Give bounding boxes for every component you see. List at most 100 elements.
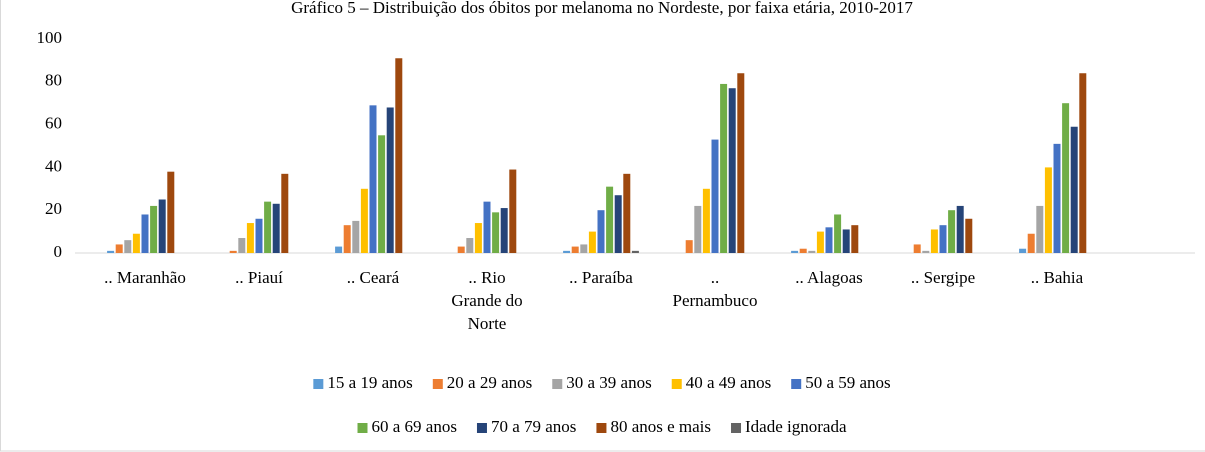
- legend-label: Idade ignorada: [745, 417, 847, 436]
- bar: [808, 250, 816, 253]
- y-tick-label: 80: [45, 71, 62, 90]
- bar: [614, 195, 622, 253]
- legend-swatch: [671, 379, 682, 389]
- bar: [500, 208, 508, 253]
- bar: [281, 173, 289, 253]
- bar: [588, 231, 596, 253]
- x-tick-label: .. Alagoas: [795, 268, 863, 287]
- bar: [851, 225, 859, 253]
- bar: [702, 188, 710, 253]
- bar: [229, 250, 237, 253]
- bar: [1044, 167, 1052, 253]
- bar: [563, 250, 571, 253]
- y-tick-label: 40: [45, 156, 62, 175]
- bar: [369, 105, 377, 253]
- legend-swatch: [432, 379, 443, 389]
- bar: [167, 171, 175, 253]
- legend-label: 20 a 29 anos: [447, 373, 532, 392]
- bar: [1079, 73, 1087, 254]
- bar: [956, 205, 964, 253]
- bar: [1062, 103, 1070, 253]
- bar: [631, 250, 639, 253]
- bar: [580, 244, 588, 253]
- y-tick-label: 0: [54, 242, 63, 261]
- bar: [335, 246, 343, 253]
- bar: [842, 229, 850, 253]
- bar: [913, 244, 921, 253]
- bar: [238, 238, 246, 253]
- bar: [343, 225, 351, 253]
- bar: [1019, 248, 1027, 253]
- bar: [939, 225, 947, 253]
- bar: [1027, 233, 1035, 253]
- x-tick-label: .. Sergipe: [911, 268, 975, 287]
- x-tick-label: .. Ceará: [347, 268, 400, 287]
- chart-title: Gráfico 5 – Distribuição dos óbitos por …: [291, 0, 913, 17]
- y-tick-label: 100: [37, 28, 63, 47]
- bar: [965, 218, 973, 253]
- legend-swatch: [596, 423, 607, 433]
- bar: [474, 223, 482, 253]
- bar: [115, 244, 123, 253]
- bar: [386, 107, 394, 253]
- bar: [1070, 126, 1078, 253]
- bar: [571, 246, 579, 253]
- x-tick-label: .. Rio Grande do Norte: [451, 268, 522, 333]
- bar: [791, 250, 799, 253]
- bar: [255, 218, 263, 253]
- bar: [1036, 205, 1044, 253]
- bar: [825, 227, 833, 253]
- bar: [711, 139, 719, 253]
- y-tick-label: 60: [45, 114, 62, 133]
- bar: [606, 186, 614, 253]
- legend-label: 30 a 39 anos: [566, 373, 651, 392]
- bar: [272, 203, 280, 253]
- bar: [799, 248, 807, 253]
- bar: [930, 229, 938, 253]
- x-tick-label: .. Bahia: [1031, 268, 1084, 287]
- legend-swatch: [552, 379, 563, 389]
- legend-label: 15 a 19 anos: [327, 373, 412, 392]
- bar: [694, 205, 702, 253]
- bar: [246, 223, 254, 253]
- bar: [834, 214, 842, 253]
- legend-label: 60 a 69 anos: [372, 417, 457, 436]
- bar: [352, 220, 360, 253]
- x-tick-label: .. Paraíba: [569, 268, 633, 287]
- legend-swatch: [313, 379, 324, 389]
- bar: [685, 240, 693, 253]
- legend-swatch: [476, 423, 487, 433]
- legend-label: 70 a 79 anos: [491, 417, 576, 436]
- bar: [457, 246, 465, 253]
- y-tick-label: 20: [45, 199, 62, 218]
- x-tick-label: .. Piauí: [235, 268, 283, 287]
- legend-label: 40 a 49 anos: [686, 373, 771, 392]
- bar: [158, 199, 166, 253]
- bar: [395, 58, 403, 254]
- bar: [948, 210, 956, 253]
- bar: [107, 250, 115, 253]
- bar: [623, 173, 631, 253]
- x-tick-label: .. Maranhão: [104, 268, 186, 287]
- bar: [509, 169, 517, 253]
- legend-label: 50 a 59 anos: [805, 373, 890, 392]
- bar: [597, 210, 605, 253]
- bar: [483, 201, 491, 253]
- bar: [728, 88, 736, 253]
- x-tick-label: .. Pernambuco: [673, 268, 758, 310]
- bar: [816, 231, 824, 253]
- bar: [132, 233, 140, 253]
- bar: [922, 250, 930, 253]
- bar: [378, 135, 386, 253]
- bar: [737, 73, 745, 254]
- bar: [124, 240, 132, 253]
- bar: [720, 83, 728, 253]
- legend-swatch: [791, 379, 802, 389]
- bar: [150, 205, 158, 253]
- bar: [466, 238, 474, 253]
- bar: [1053, 143, 1061, 253]
- bar: [360, 188, 368, 253]
- legend-label: 80 anos e mais: [610, 417, 711, 436]
